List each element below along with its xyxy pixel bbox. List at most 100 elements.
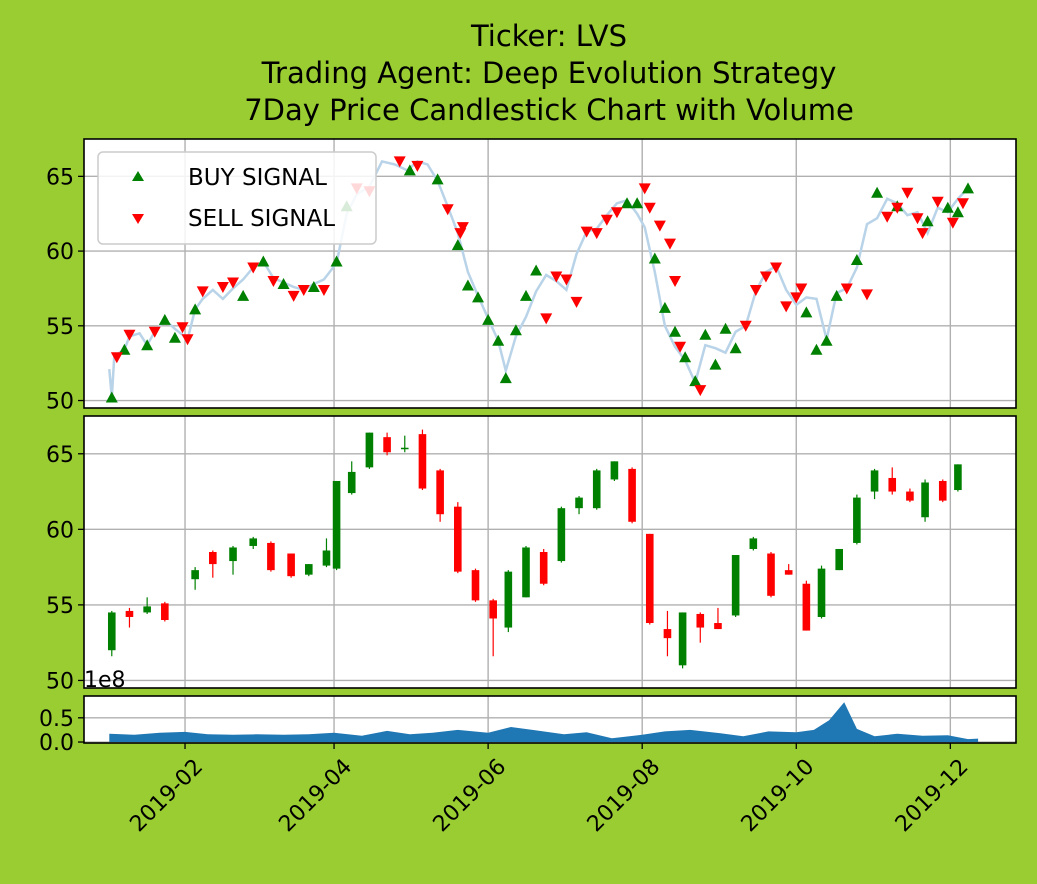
buy-signal-marker	[118, 343, 131, 355]
candle-body	[454, 506, 462, 572]
candle-body	[678, 612, 687, 666]
candle-body	[107, 612, 116, 651]
candle-body	[229, 547, 237, 562]
sell-signal-marker	[393, 156, 406, 168]
candle-body	[400, 447, 409, 450]
buy-signal-marker	[689, 375, 702, 387]
plot-frame	[83, 415, 1017, 689]
sell-signal-marker	[227, 277, 240, 289]
sell-signal-marker	[287, 290, 300, 302]
y-tick-label: 50	[46, 669, 74, 694]
chart-subtitle-2: 7Day Price Candlestick Chart with Volume	[244, 93, 854, 127]
sell-signal-marker	[580, 226, 593, 238]
sell-signal-marker	[795, 283, 808, 295]
buy-signal-marker	[669, 325, 682, 337]
legend-sell-marker	[132, 214, 144, 224]
sell-signal-marker	[770, 262, 783, 274]
candle-body	[645, 533, 654, 624]
y-tick-label: 0.5	[39, 707, 74, 732]
candle-body	[471, 570, 480, 601]
sell-signal-marker	[570, 296, 583, 308]
legend-box	[97, 151, 377, 245]
sell-signal-marker	[297, 284, 310, 296]
sell-signal-marker	[931, 196, 944, 208]
candle-body	[921, 482, 929, 518]
sell-signal-marker	[749, 284, 762, 296]
buy-signal-marker	[158, 313, 171, 325]
candle-body	[938, 480, 947, 501]
sell-signal-marker	[759, 271, 772, 283]
sell-signal-marker	[643, 202, 656, 214]
candle-body	[954, 464, 962, 491]
buy-signal-marker	[141, 339, 154, 351]
sell-signal-marker	[550, 271, 563, 283]
buy-signal-marker	[168, 331, 181, 343]
sell-signal-marker	[610, 207, 623, 219]
plot-background	[84, 416, 1016, 688]
buy-signal-marker	[105, 391, 118, 403]
buy-signal-marker	[810, 343, 823, 355]
candle-body	[539, 552, 548, 584]
candle-body	[304, 564, 313, 575]
buy-signal-marker	[431, 173, 444, 185]
buy-signal-marker	[530, 264, 543, 276]
buy-signal-marker	[921, 215, 934, 227]
sell-signal-marker	[441, 204, 454, 216]
buy-signal-marker	[658, 301, 671, 313]
buy-signal-marker	[451, 239, 464, 251]
buy-signal-marker	[729, 342, 742, 354]
buy-signal-marker	[237, 289, 250, 301]
buy-signal-marker	[850, 254, 863, 266]
sell-signal-marker	[739, 320, 752, 332]
buy-signal-marker	[830, 289, 843, 301]
candle-body	[504, 571, 513, 628]
sell-signal-marker	[946, 217, 959, 229]
sell-signal-marker	[540, 313, 553, 325]
sell-signal-marker	[456, 222, 469, 234]
buy-signal-marker	[631, 197, 644, 209]
candle-body	[249, 538, 258, 546]
plot-frame	[83, 695, 1017, 744]
legend-buy-label: BUY SIGNAL	[188, 165, 327, 191]
y-tick-label: 60	[46, 240, 74, 265]
buy-signal-marker	[189, 303, 202, 315]
candle-body	[628, 468, 636, 522]
sell-signal-marker	[674, 341, 687, 353]
candle-body	[817, 568, 826, 617]
sell-signal-marker	[590, 228, 603, 240]
buy-signal-marker	[492, 334, 505, 346]
sell-signal-marker	[916, 228, 929, 240]
sell-signal-marker	[840, 283, 853, 295]
y-tick-label: 50	[46, 390, 74, 415]
candle-body	[767, 553, 775, 596]
candle-body	[906, 491, 914, 501]
buy-signal-marker	[871, 186, 884, 198]
buy-signal-marker	[499, 372, 512, 384]
buy-signal-marker	[941, 201, 954, 213]
candle-body	[322, 550, 331, 566]
buy-signal-marker	[257, 255, 270, 267]
x-tick-label: 2019-06	[429, 754, 512, 837]
y-tick-label: 55	[46, 315, 74, 340]
candle-body	[365, 432, 374, 468]
candle-body	[575, 497, 583, 509]
sell-signal-marker	[780, 301, 793, 313]
sell-signal-marker	[911, 213, 924, 225]
sell-signal-marker	[600, 214, 613, 226]
buy-signal-marker	[648, 252, 661, 264]
sell-signal-marker	[891, 202, 904, 214]
candle-body	[436, 470, 444, 515]
candle-body	[557, 508, 566, 562]
candle-body	[610, 461, 619, 480]
x-tick-label: 2019-02	[125, 754, 208, 837]
buy-signal-marker	[800, 306, 813, 318]
candle-body	[714, 623, 722, 630]
candle-body	[418, 434, 427, 489]
legend-buy-marker	[132, 171, 144, 181]
sell-signal-marker	[176, 322, 189, 334]
buy-signal-marker	[679, 351, 692, 363]
x-tick-label: 2019-10	[737, 754, 820, 837]
candle-body	[267, 542, 275, 571]
buy-signal-marker	[962, 182, 975, 194]
